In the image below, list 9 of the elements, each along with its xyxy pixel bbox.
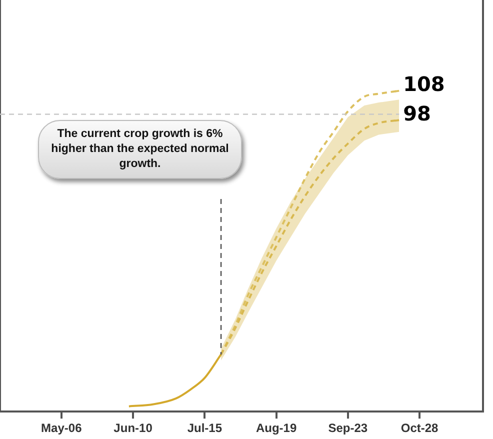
x-tick-label: Jun-10 xyxy=(114,421,153,436)
data-label: 98 xyxy=(403,101,431,126)
data-label: 108 xyxy=(403,72,445,96)
callout-box: The current crop growth is 6% higher than the expected normal growth. xyxy=(38,120,242,179)
x-tick-label: Jul-15 xyxy=(187,421,222,436)
x-tick-label: Oct-28 xyxy=(400,421,439,436)
x-tick-label: Sep-23 xyxy=(328,421,368,436)
x-tick-label: Aug-19 xyxy=(256,421,297,436)
x-tick-label: May-06 xyxy=(41,421,82,436)
